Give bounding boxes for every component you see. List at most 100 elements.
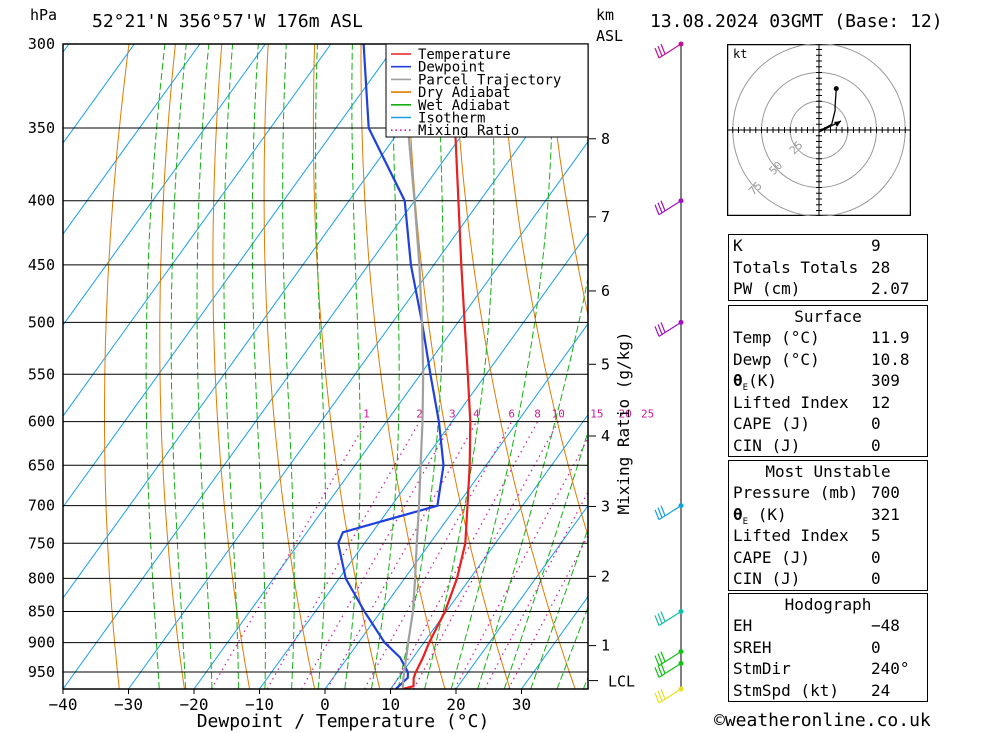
wind-barb-feather: [660, 43, 666, 55]
wind-barb-feather: [654, 204, 660, 215]
wet-adiabat-line: [450, 44, 554, 689]
pressure-tick-label: 600: [28, 413, 55, 431]
height-tick-label: 6: [601, 282, 610, 300]
legend-label: Dewpoint: [418, 60, 485, 76]
pressure-tick-label: 800: [28, 569, 55, 587]
legend-label: Wet Adiabat: [418, 98, 511, 114]
wind-barb-feather: [657, 690, 663, 702]
surface-cin-label: CIN (J): [733, 435, 801, 455]
wind-barb-feather: [654, 509, 660, 520]
wind-barb-feather: [654, 47, 660, 59]
wind-barb-feather: [660, 200, 666, 211]
surface-li-value: 12: [871, 392, 891, 412]
wind-barb-staff: [658, 651, 682, 667]
most-unstable-title: Most Unstable: [765, 462, 891, 481]
hodograph-trace: [818, 88, 837, 131]
pressure-tick-label: 400: [28, 192, 55, 210]
temperature-line: [402, 44, 472, 689]
wind-barb: [654, 651, 682, 667]
mixing-ratio-label: 25: [641, 408, 654, 421]
dry-adiabat-line: [965, 44, 1000, 689]
k-index-label: K: [733, 236, 743, 255]
legend-label: Mixing Ratio: [418, 123, 519, 139]
pressure-tick-label: 300: [28, 35, 55, 53]
pressure-tick-label: 850: [28, 602, 55, 620]
datetime-title: 13.08.2024 03GMT (Base: 12): [650, 11, 943, 32]
mixing-ratio-label: 6: [508, 408, 515, 421]
x-tick-label: −10: [245, 695, 274, 714]
isotherm-line: [63, 44, 266, 326]
parcel-trajectory-line: [398, 44, 425, 689]
dry-adiabat-line: [263, 44, 316, 689]
wind-barb-feather: [654, 655, 660, 666]
isotherm-line: [63, 44, 201, 235]
storm-motion-arrowhead: [834, 121, 841, 127]
surface-dewp-value: 10.8: [871, 349, 910, 369]
wet-adiabat-line: [170, 44, 187, 689]
height-tick-label: 1: [601, 637, 610, 655]
totals-totals-label: Totals Totals: [733, 257, 859, 277]
height-tick-label: 2: [601, 567, 610, 585]
wind-barb-feather: [654, 615, 660, 626]
wet-adiabat-line: [223, 44, 239, 689]
mixing-ratio-line: [301, 421, 453, 689]
wind-barb-feather: [660, 611, 666, 622]
most-unstable-panel: Most Unstable Pressure (mb) 700 θE (K) 321…: [728, 460, 928, 591]
wind-barb-feather: [660, 651, 666, 662]
pressure-tick-label: 500: [28, 313, 55, 331]
wind-barb: [654, 662, 682, 678]
isotherm-line: [324, 322, 588, 689]
asl-unit-label: ASL: [596, 27, 624, 45]
wind-barb: [654, 321, 682, 337]
x-tick-label: 20: [446, 695, 465, 714]
mixing-ratio-label: 1: [363, 408, 370, 421]
legend-label: Isotherm: [418, 111, 485, 127]
isotherm-line: [259, 231, 588, 689]
mixing-ratio-label: 2: [416, 408, 423, 421]
dry-adiabat-line: [499, 44, 588, 538]
height-tick-label: 7: [601, 208, 610, 226]
wet-adiabat-line: [477, 275, 588, 689]
eh-value: −48: [871, 616, 900, 635]
hodograph-end-dot: [833, 86, 839, 92]
mu-li-value: 5: [871, 526, 881, 545]
wind-barb-feather: [654, 667, 660, 678]
surface-thetae-label: θE(K): [733, 371, 777, 394]
isotherm-line: [128, 49, 588, 689]
legend-label: Parcel Trajectory: [418, 72, 561, 88]
mixing-ratio-label: 15: [590, 408, 603, 421]
x-tick-label: −30: [114, 695, 143, 714]
x-tick-label: 10: [381, 695, 400, 714]
wind-barb: [654, 200, 682, 216]
dry-adiabat-line: [918, 44, 1000, 689]
wind-barb-feather: [660, 322, 666, 333]
dry-adiabat-line: [312, 44, 381, 689]
isotherm-line: [63, 44, 397, 508]
mixing-ratio-label: 4: [473, 408, 480, 421]
surface-title: Surface: [794, 307, 862, 326]
mixing-ratio-line: [413, 421, 559, 689]
wet-adiabat-line: [556, 605, 588, 689]
mixing-ratio-line: [363, 421, 513, 689]
wind-barb-feather: [657, 653, 663, 664]
height-tick-label: 4: [601, 427, 610, 445]
pressure-tick-label: 550: [28, 365, 55, 383]
hodograph-unit-label: kt: [733, 47, 747, 61]
location-title: 52°21'N 356°57'W 176m ASL: [92, 11, 363, 32]
wind-barb-staff: [658, 321, 682, 337]
copyright-link[interactable]: ©weatheronline.co.uk: [714, 710, 931, 731]
mixing-ratio-label: 3: [449, 408, 456, 421]
mu-cin-label: CIN (J): [733, 569, 801, 588]
wet-adiabat-line: [397, 44, 444, 689]
wind-barb: [654, 610, 682, 626]
isotherm-line: [193, 140, 588, 689]
pressure-tick-label: 650: [28, 456, 55, 474]
wet-adiabat-line: [315, 44, 327, 689]
isotherm-line: [455, 504, 588, 689]
wet-adiabat-line: [196, 44, 213, 689]
isotherm-line: [63, 44, 528, 689]
wet-adiabat-line: [145, 44, 166, 689]
sreh-label: SREH: [733, 637, 772, 657]
